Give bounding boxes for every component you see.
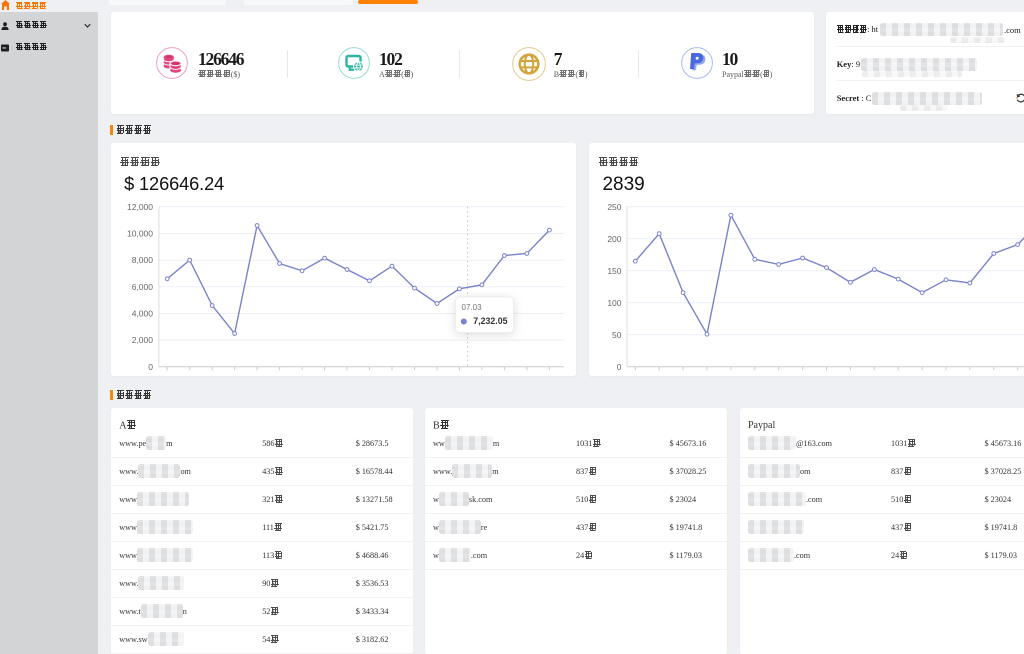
svg-text:100: 100 xyxy=(607,298,621,308)
svg-text:50: 50 xyxy=(612,330,622,340)
svg-text:200: 200 xyxy=(607,234,621,244)
svg-text:7,232.05: 7,232.05 xyxy=(473,316,507,326)
svg-text:8,000: 8,000 xyxy=(131,255,153,265)
svg-text:250: 250 xyxy=(607,202,621,212)
svg-text:12,000: 12,000 xyxy=(127,202,153,212)
svg-text:2,000: 2,000 xyxy=(131,335,153,345)
svg-text:10,000: 10,000 xyxy=(127,229,153,239)
svg-text:0: 0 xyxy=(616,362,621,372)
svg-text:0: 0 xyxy=(148,362,153,372)
svg-text:6,000: 6,000 xyxy=(131,282,153,292)
svg-text:07.03: 07.03 xyxy=(461,303,482,312)
svg-text:150: 150 xyxy=(607,266,621,276)
svg-text:4,000: 4,000 xyxy=(131,309,153,319)
